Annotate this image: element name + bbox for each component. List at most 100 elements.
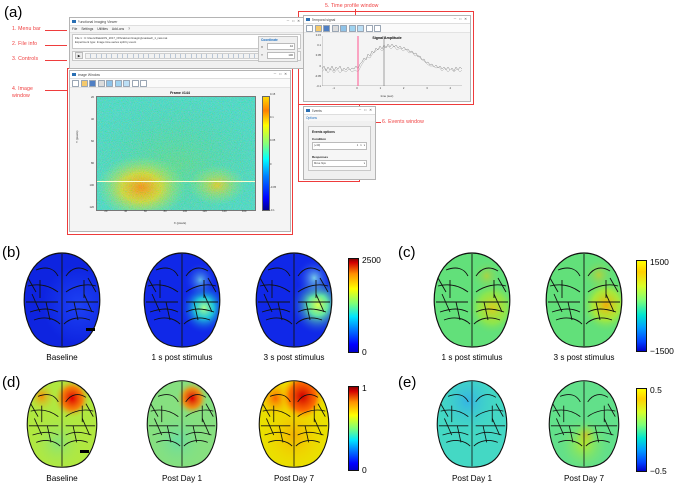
scale-bar-d	[80, 450, 89, 453]
time-print-icon[interactable]	[331, 24, 339, 32]
events-window-titlebar: Events ─ □ ✕	[304, 107, 375, 115]
scale-bar-b	[86, 328, 95, 331]
responses-value: Move hips	[314, 161, 326, 165]
events-options-title: Events options	[312, 130, 335, 134]
time-ytick-2: 0.05	[315, 54, 321, 58]
cursor-scanline	[97, 180, 255, 182]
condition-spinner[interactable]: 1 1 ▾	[357, 144, 365, 147]
image-cbar-tick-5: -0.1	[270, 208, 275, 212]
minimize-icon[interactable]: ─	[286, 18, 290, 23]
image-window: Image Window ─ □ ✕ Frame #144 20 40 60 8…	[69, 70, 291, 232]
print-icon[interactable]	[97, 79, 105, 87]
play-icon[interactable]: ▶	[75, 51, 83, 60]
time-save-icon[interactable]	[323, 24, 330, 32]
colorbar-b-min: 0	[362, 347, 367, 357]
time-new-file-icon[interactable]	[306, 24, 313, 32]
panel-label-c: (c)	[398, 244, 416, 261]
save-icon[interactable]	[89, 79, 96, 87]
open-folder-icon[interactable]	[80, 79, 88, 87]
caption-e-1: Post Day 7	[563, 474, 605, 483]
events-close-icon[interactable]: ✕	[369, 107, 372, 112]
time-data-cursor-icon[interactable]	[374, 24, 381, 32]
new-file-icon[interactable]	[72, 79, 79, 87]
menu-item-file[interactable]: File	[72, 27, 78, 31]
colorbar-c	[636, 260, 647, 352]
coordinate-input-y[interactable]: 100	[267, 51, 295, 59]
time-ytick-0: 0.15	[315, 34, 321, 37]
brain-image-d-1	[136, 378, 228, 470]
image-maximize-icon[interactable]: □	[279, 71, 282, 76]
coordinate-title: Coordinate	[261, 38, 278, 42]
colorbar-e	[636, 388, 647, 472]
functional-image-heatmap	[97, 97, 255, 210]
condition-spin-1: 1	[356, 144, 359, 148]
close-icon[interactable]: ✕	[297, 18, 300, 23]
image-window-buttons: ─ □ ✕	[273, 71, 288, 76]
colorbar-c-min: −1500	[650, 346, 674, 356]
image-close-icon[interactable]: ✕	[284, 71, 287, 76]
time-xtick-5: 4	[449, 87, 452, 90]
image-plot-yticks: 20 40 60 80 100 120	[82, 96, 94, 209]
leader-line-controls	[45, 59, 67, 61]
time-plot-yticks: 0.15 0.1 0.05 0 -0.05 -0.1	[307, 34, 321, 88]
menu-item-settings[interactable]: Settings	[81, 27, 94, 31]
time-window-toolbar	[304, 24, 470, 33]
zoom-out-icon[interactable]	[114, 79, 122, 87]
signal-amplitude-trace[interactable]	[322, 36, 462, 86]
image-plot-ylabel: Y (pixels)	[75, 130, 79, 143]
events-options-group: Events options Condition (+30) 1 1 ▾ Res…	[308, 126, 371, 171]
panel-label-e: (e)	[398, 374, 417, 391]
brain-heatmap-b-1s	[143, 252, 221, 348]
time-maximize-icon[interactable]: □	[459, 16, 462, 21]
image-xtick-3: 80	[163, 210, 167, 213]
brain-heatmap-d-day1	[146, 380, 218, 468]
image-ytick-2: 60	[91, 140, 94, 143]
image-minimize-icon[interactable]: ─	[273, 71, 277, 76]
annotation-image-window-l2: window	[12, 93, 30, 99]
time-zoom-in-icon[interactable]	[340, 24, 347, 32]
time-minimize-icon[interactable]: ─	[453, 16, 457, 21]
image-plot-xlabel: X (pixels)	[173, 221, 187, 225]
panel-c-row: 1 s post stimulus 3 s post stimulus 1500…	[398, 248, 674, 373]
responses-dropdown[interactable]: Move hips ▾	[312, 159, 367, 167]
brain-heatmap-b-baseline	[23, 252, 101, 348]
condition-field[interactable]: (+30) 1 1 ▾	[312, 142, 367, 150]
data-cursor-icon[interactable]	[140, 79, 147, 87]
menu-item-addons[interactable]: Add-ons	[111, 27, 125, 31]
cursor-icon[interactable]	[131, 79, 139, 87]
image-cbar-tick-1: 0.1	[270, 116, 274, 120]
image-ytick-3: 80	[91, 162, 94, 165]
coordinate-input-x[interactable]: 44	[267, 43, 295, 50]
time-zoom-out-icon[interactable]	[348, 24, 356, 32]
events-maximize-icon[interactable]: □	[364, 107, 367, 112]
time-window-title: Temporal signal	[311, 17, 336, 22]
brain-image-b-0	[16, 250, 108, 350]
pan-icon[interactable]	[123, 79, 130, 87]
brain-heatmap-e-day7	[548, 380, 620, 468]
caption-d-0: Baseline	[46, 474, 78, 483]
caption-c-0: 1 s post stimulus	[441, 353, 503, 362]
colorbar-c-max: 1500	[650, 257, 669, 267]
zoom-in-icon[interactable]	[106, 79, 113, 87]
image-plot-area[interactable]	[96, 96, 256, 211]
time-open-folder-icon[interactable]	[314, 24, 322, 32]
time-ytick-1: 0.1	[317, 44, 321, 48]
responses-chevron-down-icon[interactable]: ▾	[363, 161, 365, 165]
events-window-title: Events	[311, 108, 322, 113]
chevron-down-icon[interactable]: ▾	[363, 144, 365, 148]
maximize-icon[interactable]: □	[292, 18, 295, 23]
menu-item-utilities[interactable]: Utilities	[97, 27, 108, 31]
main-window-titlebar: Functional Imaging Viewer ─ □ ✕	[70, 18, 303, 26]
annotation-controls: 3. Controls	[12, 56, 39, 62]
image-colorbar-ticks: 0.15 0.1 0.05 0 -0.05 -0.1	[270, 93, 276, 212]
events-menu-options[interactable]: Options	[306, 116, 317, 120]
time-xtick-2: 1	[379, 87, 382, 90]
image-xtick-7: 160	[241, 210, 247, 213]
time-cursor-icon[interactable]	[365, 24, 373, 32]
menu-item-help[interactable]: ?	[128, 27, 130, 31]
time-close-icon[interactable]: ✕	[464, 16, 467, 21]
events-minimize-icon[interactable]: ─	[358, 107, 362, 112]
file-info-line-1: File 1 : C:\Users\Data\iOS_2017_ON\calci…	[75, 36, 168, 40]
colorbar-d-max: 1	[362, 383, 367, 393]
time-pan-icon[interactable]	[357, 24, 364, 32]
